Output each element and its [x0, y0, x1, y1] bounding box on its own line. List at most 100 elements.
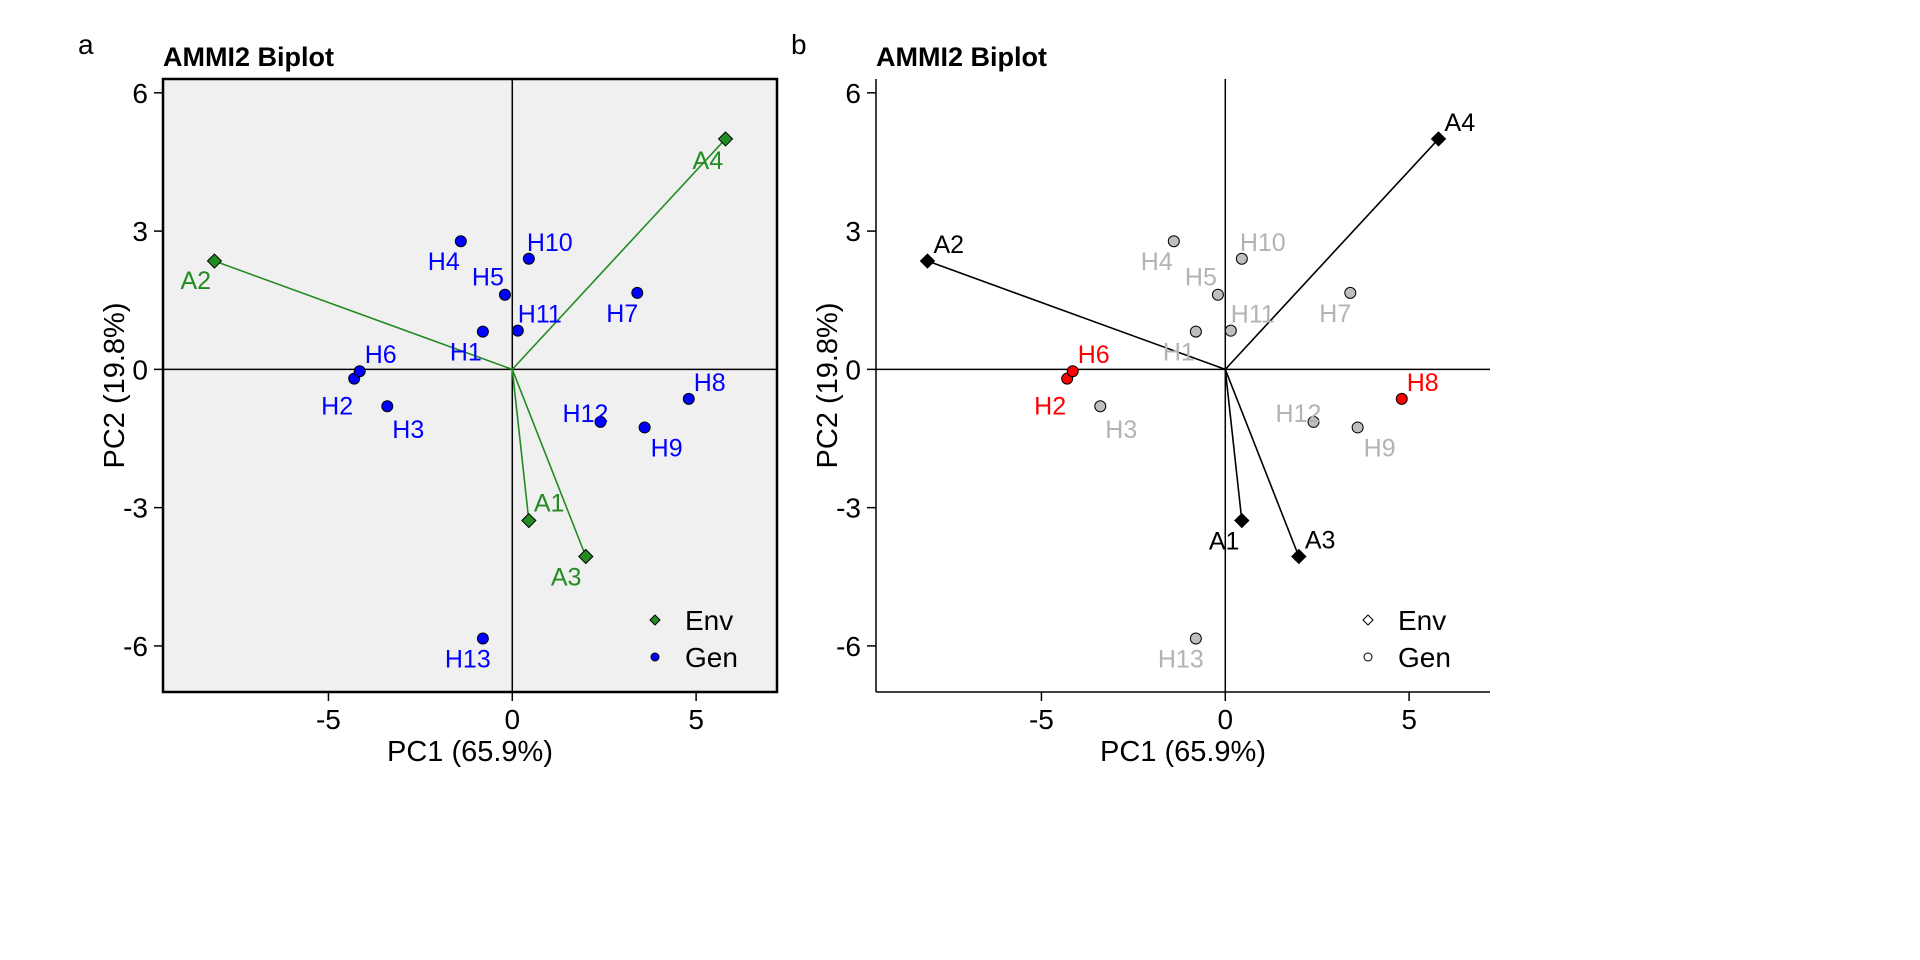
legend-gen-label: Gen: [685, 642, 738, 673]
env-point-a4: [1430, 131, 1447, 147]
gen-label-h6: H6: [365, 341, 397, 369]
gen-point-h4: [1167, 235, 1180, 248]
env-point-a4: [717, 131, 734, 147]
chart-title: AMMI2 Biplot: [876, 42, 1047, 72]
env-vector-a1: [511, 369, 530, 521]
axes: -5 0 5 -6 -3 0 3 6: [123, 78, 777, 735]
env-point-a1: [1234, 512, 1250, 529]
panel-b: -5 0 5 -6 -3 0 3 6 A1 A2 A3 A4 H1 H2 H3 H4 H5 H6 H7 H8 H9 H1…: [791, 29, 1490, 768]
gen-point-h3: [381, 400, 394, 413]
env-label-a3: A3: [551, 563, 582, 591]
gen-point-h13: [476, 632, 489, 645]
env-vector-a4: [511, 138, 727, 370]
gen-label-h2: H2: [1034, 393, 1066, 421]
gen-point-h3: [1094, 400, 1107, 413]
y-tick-label: 6: [845, 78, 861, 109]
gen-label-h9: H9: [651, 434, 683, 462]
env-point-a1: [521, 512, 537, 529]
gen-point-h8: [682, 392, 695, 405]
x-axis-title: PC1 (65.9%): [387, 736, 553, 768]
legend-env-label: Env: [1398, 605, 1446, 636]
env-label-a2: A2: [180, 267, 211, 295]
gen-point-h4: [454, 235, 467, 248]
gen-point-h1: [476, 325, 489, 338]
gen-label-h7: H7: [1319, 300, 1351, 328]
x-tick-label: 5: [1401, 704, 1417, 735]
env-label-a2: A2: [933, 231, 964, 259]
environment-vectors: [214, 138, 727, 557]
chart-title: AMMI2 Biplot: [163, 42, 334, 72]
gen-label-h9: H9: [1364, 434, 1396, 462]
data-points: [206, 131, 734, 645]
y-tick-label: 0: [845, 354, 861, 385]
gen-label-h4: H4: [428, 248, 460, 276]
legend-env-marker: [1362, 614, 1374, 626]
gen-point-h9: [638, 421, 651, 434]
x-tick-label: -5: [1029, 704, 1054, 735]
legend-env-marker: [649, 614, 661, 626]
gen-label-h2: H2: [321, 393, 353, 421]
y-axis-title: PC2 (19.8%): [99, 302, 131, 468]
x-axis-title: PC1 (65.9%): [1100, 736, 1266, 768]
env-vector-a1: [1224, 369, 1243, 521]
gen-label-h12: H12: [563, 400, 609, 428]
y-tick-label: 3: [132, 216, 148, 247]
env-vector-a4: [1224, 138, 1440, 370]
gen-label-h13: H13: [445, 646, 491, 674]
gen-label-h5: H5: [472, 264, 504, 292]
env-label-a3: A3: [1305, 526, 1336, 554]
axes: -5 0 5 -6 -3 0 3 6: [836, 78, 1490, 735]
x-tick-label: 0: [504, 704, 520, 735]
gen-label-h8: H8: [694, 369, 726, 397]
gen-point-h13: [1189, 632, 1202, 645]
legend: Env Gen: [1362, 605, 1451, 673]
legend-env-label: Env: [685, 605, 733, 636]
env-label-a4: A4: [693, 147, 724, 175]
env-point-a2: [919, 253, 936, 269]
y-tick-label: -3: [836, 493, 861, 524]
gen-point-h6: [1066, 365, 1079, 378]
legend: Env Gen: [649, 605, 738, 673]
env-vector-a2: [927, 260, 1226, 371]
gen-point-h9: [1351, 421, 1364, 434]
env-label-a1: A1: [534, 490, 565, 518]
gen-point-h8: [1395, 392, 1408, 405]
y-tick-label: -3: [123, 493, 148, 524]
env-label-a4: A4: [1445, 109, 1476, 137]
env-point-a3: [578, 548, 594, 565]
gen-label-h6: H6: [1078, 341, 1110, 369]
gen-label-h8: H8: [1407, 369, 1439, 397]
gen-label-h3: H3: [1105, 416, 1137, 444]
y-tick-label: 6: [132, 78, 148, 109]
gen-point-h12: [1307, 415, 1320, 428]
gen-point-h7: [1344, 286, 1357, 299]
y-tick-label: -6: [123, 631, 148, 662]
gen-point-h11: [1224, 324, 1237, 337]
y-tick-label: 0: [132, 354, 148, 385]
data-points: [919, 131, 1447, 645]
gen-label-h1: H1: [450, 339, 482, 367]
y-tick-label: 3: [845, 216, 861, 247]
x-tick-label: -5: [316, 704, 341, 735]
environment-vectors: [927, 138, 1440, 557]
plot-background: [161, 77, 779, 694]
gen-point-h12: [594, 415, 607, 428]
panel-a: -5 0 5 -6 -3 0 3 6 A1 A2 A3 A4 H1 H2 H3 H4 H5 H6 H7 H8 H9 H1…: [78, 29, 779, 768]
y-axis-title: PC2 (19.8%): [812, 302, 844, 468]
gen-label-h7: H7: [606, 300, 638, 328]
gen-point-h5: [1211, 288, 1224, 301]
gen-label-h5: H5: [1185, 264, 1217, 292]
gen-label-h12: H12: [1276, 400, 1322, 428]
gen-label-h10: H10: [527, 229, 573, 257]
gen-point-h11: [511, 324, 524, 337]
env-vector-a2: [214, 260, 513, 371]
env-point-a3: [1291, 548, 1307, 565]
legend-gen-marker: [650, 652, 660, 662]
gen-point-h5: [498, 288, 511, 301]
gen-point-h1: [1189, 325, 1202, 338]
y-tick-label: -6: [836, 631, 861, 662]
legend-gen-label: Gen: [1398, 642, 1451, 673]
legend-gen-marker: [1363, 652, 1373, 662]
point-labels: A1 A2 A3 A4 H1 H2 H3 H4 H5 H6 H7 H8 H9 H10 H11 H12 H13: [180, 147, 725, 674]
